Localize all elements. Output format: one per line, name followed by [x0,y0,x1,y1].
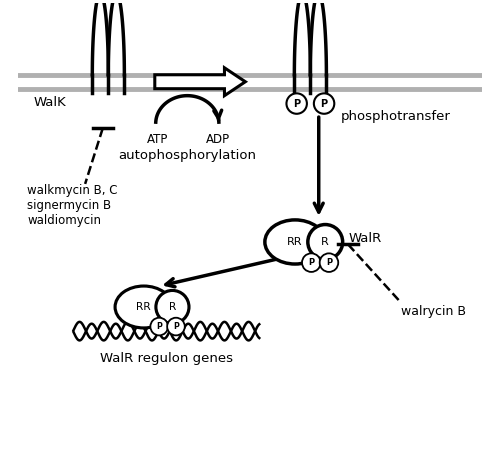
Circle shape [286,94,307,114]
Circle shape [302,253,320,272]
Text: ATP: ATP [148,133,169,146]
Text: waldiomycin: waldiomycin [27,214,101,227]
Text: RR: RR [288,237,303,247]
Ellipse shape [156,290,189,323]
Text: RR: RR [136,302,151,312]
Ellipse shape [115,286,172,328]
Text: P: P [326,258,332,267]
Text: P: P [156,322,162,331]
Circle shape [167,318,185,336]
Text: P: P [320,99,328,109]
Text: ADP: ADP [206,133,231,146]
Text: R: R [322,237,329,247]
Text: autophosphorylation: autophosphorylation [118,149,256,162]
Circle shape [320,253,338,272]
FancyArrow shape [155,68,246,96]
Circle shape [314,94,334,114]
Text: phosphotransfer: phosphotransfer [340,110,450,123]
Text: WalK: WalK [34,96,67,109]
Text: WalR regulon genes: WalR regulon genes [100,352,233,365]
Text: walkmycin B, C: walkmycin B, C [27,184,118,197]
Text: P: P [308,258,314,267]
Text: R: R [169,302,176,312]
Text: WalR: WalR [348,232,382,245]
Circle shape [150,318,168,336]
Ellipse shape [265,220,325,264]
Text: signermycin B: signermycin B [27,199,111,212]
Text: P: P [173,322,179,331]
Ellipse shape [308,225,342,259]
Text: walrycin B: walrycin B [401,305,466,318]
Text: P: P [293,99,300,109]
